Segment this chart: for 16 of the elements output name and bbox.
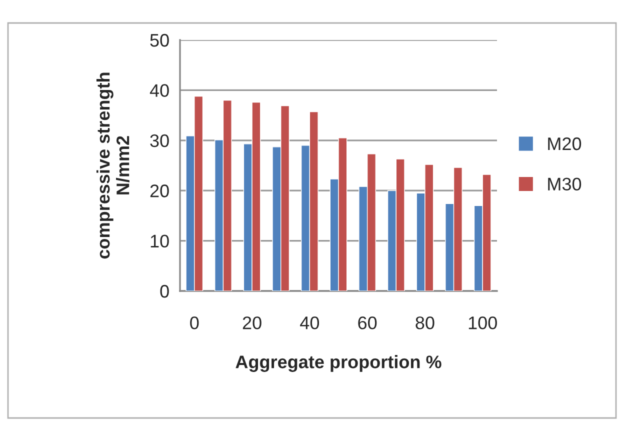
y-tick-label: 50 bbox=[150, 34, 169, 47]
x-tick-label: 100 bbox=[468, 316, 497, 330]
x-tick-label: 60 bbox=[358, 316, 377, 330]
x-axis-title: Aggregate proportion % bbox=[236, 355, 442, 372]
y-tick-label: 10 bbox=[150, 234, 169, 248]
legend-label: M20 bbox=[548, 137, 582, 150]
x-tick-label: 20 bbox=[242, 316, 262, 330]
legend-label: M30 bbox=[548, 178, 582, 190]
x-tick-label: 80 bbox=[416, 316, 434, 330]
y-tick-label: 30 bbox=[150, 134, 169, 148]
y-tick-label: 40 bbox=[150, 84, 169, 97]
y-tick-label: 20 bbox=[150, 184, 169, 198]
y-axis-title: compressive strength N/mm2 bbox=[96, 72, 130, 259]
x-tick-label: 40 bbox=[300, 316, 320, 330]
y-tick-label: 0 bbox=[160, 284, 169, 298]
x-tick-label: 0 bbox=[190, 316, 199, 330]
